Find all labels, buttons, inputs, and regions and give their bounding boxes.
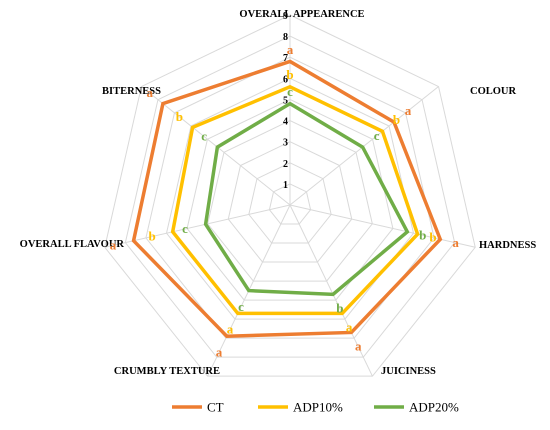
axis-label-3: HARDNESS [479,240,536,251]
tick-label: 8 [283,32,288,43]
legend-label: ADP20% [409,400,459,415]
significance-letter: c [374,128,380,143]
spoke-7 [141,86,291,206]
legend: CT ADP10% ADP20% [172,400,459,415]
axis-label-4: JUICINESS [381,366,436,377]
tick-label: 3 [283,138,288,149]
grid-ring-9 [104,14,476,377]
tick-label: 2 [283,159,288,170]
grid-ring-4 [207,120,373,282]
grid-ring-8 [124,35,456,358]
significance-letter: a [110,237,117,252]
significance-letter: b [419,227,426,242]
tick-label: 4 [283,117,288,128]
axis-label-1: OVERALL APPEARENCE [239,9,364,20]
grid-ring-7 [145,56,435,339]
spoke-4 [289,204,373,377]
tick-label: 9 [283,11,288,22]
spoke-6 [104,204,291,248]
series-lines [131,59,443,339]
significance-letter: a [146,85,153,100]
significance-letter: b [148,228,155,243]
significance-letter: c [287,84,293,99]
spoke-2 [289,86,439,206]
significance-letter: a [287,42,294,57]
tick-label: 7 [283,53,288,64]
tick-label: 5 [283,95,288,106]
spoke-3 [289,204,476,248]
significance-letter: c [182,221,188,236]
grid-ring-2 [248,162,332,244]
significance-letter: c [201,129,207,144]
significance-letter: a [355,339,362,354]
axis-labels: OVERALL APPEARENCE COLOUR HARDNESS JUICINES… [20,9,537,377]
series-line-adp20pct [203,101,410,297]
axis-label-2: COLOUR [470,86,517,97]
grid-ring-6 [165,77,415,320]
axis-label-6: OVERALL FLAVOUR [20,239,125,250]
series-line-adp10pct [170,84,420,316]
significance-letter: b [336,301,343,316]
significance-letter: a [346,320,353,335]
significance-letter: b [176,109,183,124]
significance-letter: b [393,112,400,127]
significance-letter: a [405,103,412,118]
legend-label: ADP10% [293,400,343,415]
significance-letter: a [227,322,234,337]
grid-ring-3 [227,141,353,263]
significance-letter: a [452,235,459,250]
series-line-ct [131,59,443,339]
significance-letter: b [429,230,436,245]
tick-label: 1 [283,180,288,191]
significance-letter: b [286,67,293,82]
grid-ring-1 [268,183,312,225]
radar-grid [104,14,476,377]
axis-label-7: BITERNESS [102,86,161,97]
tick-label: 6 [283,74,288,85]
legend-label: CT [207,400,224,415]
grid-ring-5 [186,98,394,301]
significance-letter: a [216,344,223,359]
axis-label-5: CRUMBLY TEXTURE [114,366,220,377]
radial-tick-labels: 1 2 3 4 5 6 7 8 9 [283,11,288,191]
significance-letter: c [238,299,244,314]
